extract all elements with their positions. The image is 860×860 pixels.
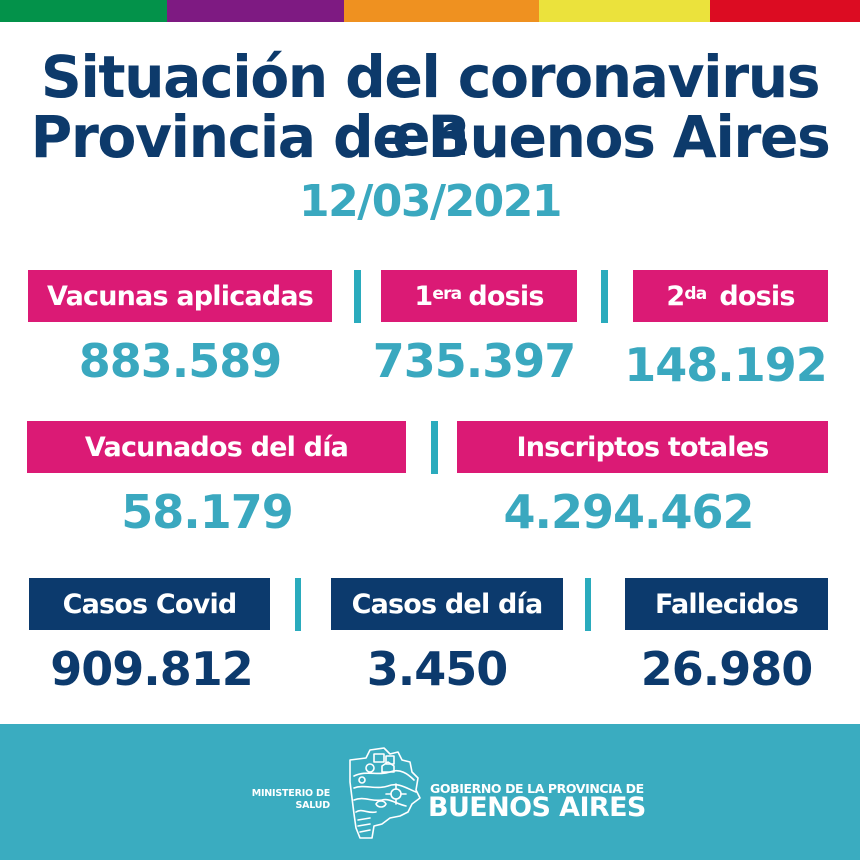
label-num: 1 (414, 280, 433, 312)
footer-bar (0, 724, 860, 860)
label-inscriptos-totales: Inscriptos totales (457, 421, 828, 473)
stripe-purple (167, 0, 344, 22)
stripe-yellow (539, 0, 710, 22)
value-inscriptos-totales: 4.294.462 (503, 485, 755, 539)
label-vacunados-del-dia: Vacunados del día (27, 421, 406, 473)
ministry-line-1: MINISTERIO DE (251, 788, 330, 799)
report-date: 12/03/2021 (298, 176, 563, 227)
stripe-orange (344, 0, 539, 22)
page-title-line-2: Provincia de Buenos Aires (30, 103, 831, 171)
province-map-icon (349, 747, 421, 839)
value-vacunas-aplicadas: 883.589 (78, 334, 283, 388)
page-title-line-1: Situación del coronavirus en (40, 43, 821, 169)
stripe-red (710, 0, 860, 22)
label-casos-del-dia: Casos del día (331, 578, 563, 630)
value-fallecidos: 26.980 (640, 642, 814, 696)
separator (354, 270, 361, 323)
ministry-line-2: SALUD (295, 800, 330, 811)
value-casos-covid: 909.812 (50, 642, 254, 696)
value-vacunados-del-dia: 58.179 (121, 485, 294, 539)
stripe-green (0, 0, 167, 22)
label-rest: dosis (719, 280, 795, 312)
gov-line-2: BUENOS AIRES (428, 792, 646, 823)
value-casos-del-dia: 3.450 (366, 642, 509, 696)
label-vacunas-aplicadas: Vacunas aplicadas (28, 270, 332, 322)
label-primera-dosis: 1 era dosis (381, 270, 577, 322)
value-segunda-dosis: 148.192 (624, 338, 828, 392)
gov-line-1: GOBIERNO DE LA PROVINCIA DE (430, 781, 644, 796)
separator (431, 421, 438, 474)
value-primera-dosis: 735.397 (372, 334, 577, 388)
ministry-label: MINISTERIO DE SALUD (252, 788, 330, 812)
separator (601, 270, 608, 323)
label-fallecidos: Fallecidos (625, 578, 828, 630)
separator (585, 578, 591, 631)
label-segunda-dosis: 2 da dosis (633, 270, 828, 322)
label-casos-covid: Casos Covid (29, 578, 270, 630)
separator (295, 578, 301, 631)
label-rest: dosis (468, 280, 544, 312)
label-num: 2 (666, 280, 685, 312)
